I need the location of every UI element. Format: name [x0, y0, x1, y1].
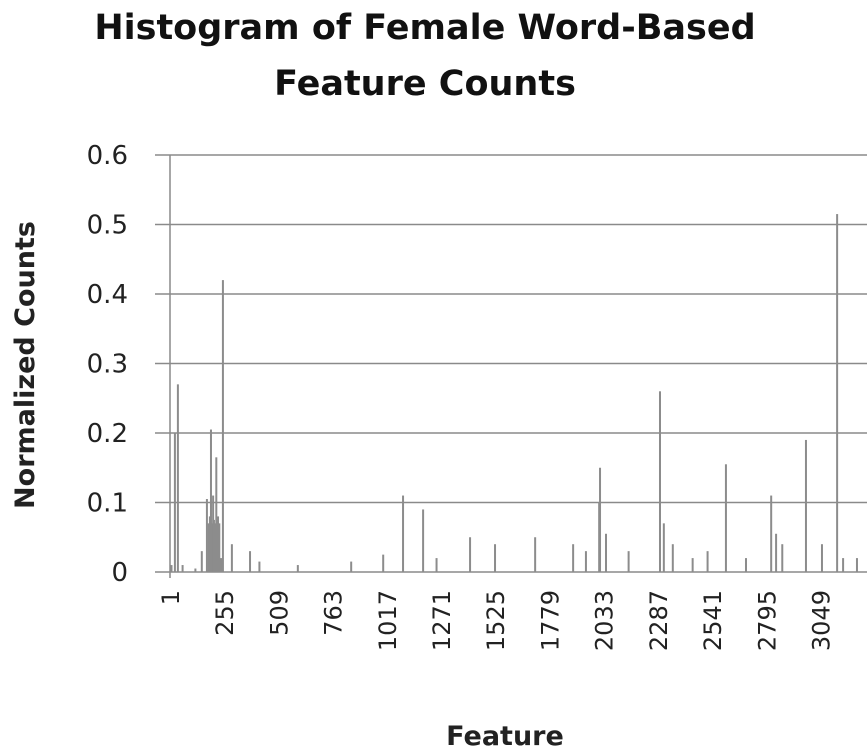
bar [350, 561, 353, 572]
x-tick-label: 763 [320, 590, 348, 636]
bar [194, 568, 197, 572]
x-tick-label: 255 [211, 590, 239, 636]
bar [209, 429, 212, 572]
bar [382, 554, 385, 572]
bar [422, 509, 425, 572]
bar [211, 523, 214, 572]
bar [296, 565, 299, 572]
bar [855, 558, 858, 572]
y-axis-label: Normalized Counts [10, 221, 41, 509]
x-tick-label: 1271 [428, 590, 456, 651]
bar [220, 558, 223, 572]
bar [744, 558, 747, 572]
bar [215, 457, 218, 572]
bar [572, 544, 575, 572]
x-tick-label: 2287 [645, 590, 673, 651]
x-axis-label: Feature [446, 721, 564, 752]
bar [258, 561, 261, 572]
y-tick-label: 0.1 [87, 489, 128, 519]
bar [775, 533, 778, 572]
bar [671, 544, 674, 572]
bar [176, 384, 179, 572]
bar [842, 558, 845, 572]
bar [173, 433, 176, 572]
y-tick-label: 0.4 [87, 280, 128, 310]
bar [599, 467, 602, 572]
bar [724, 464, 727, 572]
bar [627, 551, 630, 572]
x-tick-label: 2541 [699, 590, 727, 651]
chart-title: Histogram of Female Word-Based Feature C… [94, 8, 756, 104]
bar [804, 439, 807, 572]
bar [435, 558, 438, 572]
x-tick-label: 3049 [807, 590, 835, 651]
bar [212, 519, 215, 572]
x-tick-label: 2795 [753, 590, 781, 651]
y-tick-label: 0.5 [87, 211, 128, 241]
bar [691, 558, 694, 572]
bar [469, 537, 472, 572]
bar [836, 214, 839, 572]
bar [584, 551, 587, 572]
x-tick-label: 509 [265, 590, 293, 636]
x-tick-label: 1017 [374, 590, 402, 651]
x-tick-label: 2033 [591, 590, 619, 651]
bar [249, 551, 252, 572]
x-tick-label: 1 [157, 590, 185, 605]
bar [181, 565, 184, 572]
bar [706, 551, 709, 572]
bar [534, 537, 537, 572]
bar [230, 544, 233, 572]
bar [208, 516, 211, 572]
bar [221, 280, 224, 572]
bar [218, 523, 221, 572]
bar [217, 516, 220, 572]
bar [207, 523, 210, 572]
bar [770, 495, 773, 572]
bar [170, 565, 173, 572]
bar [781, 544, 784, 572]
bar [662, 523, 665, 572]
y-tick-label: 0.2 [87, 419, 128, 449]
bar [214, 523, 217, 572]
bar [402, 495, 405, 572]
y-tick-label: 0.3 [87, 350, 128, 380]
bar [200, 551, 203, 572]
y-tick-label: 0.6 [87, 141, 128, 171]
bar [820, 544, 823, 572]
bar [604, 533, 607, 572]
bar [205, 499, 208, 572]
bar [494, 544, 497, 572]
x-tick-label: 1779 [536, 590, 564, 651]
x-tick-label: 1525 [482, 590, 510, 651]
bar [658, 391, 661, 572]
y-tick-label: 0 [111, 558, 128, 588]
